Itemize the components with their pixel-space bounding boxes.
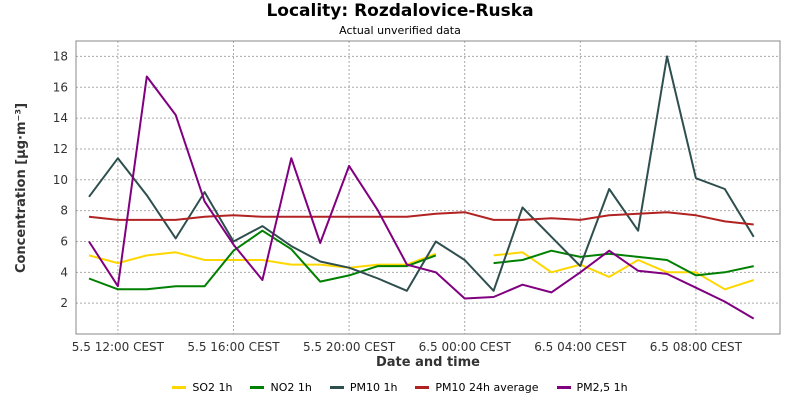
y-tick-label: 10: [53, 173, 68, 187]
legend-label: NO2 1h: [270, 381, 312, 394]
legend-item: PM2,5 1h: [556, 381, 628, 394]
series-lines: [88, 55, 755, 320]
legend-item: NO2 1h: [250, 381, 312, 394]
y-tick-label: 2: [60, 296, 68, 310]
series-line-segment: [88, 229, 437, 291]
y-tick-label: 18: [53, 49, 68, 63]
legend-swatch: [329, 386, 344, 389]
series-pm10-24h-average: [88, 211, 754, 226]
y-tick-label: 12: [53, 142, 68, 156]
series-line-segment: [493, 249, 754, 277]
x-tick-label: 5.5 20:00 CEST: [303, 340, 396, 354]
series-line-segment: [88, 55, 755, 292]
legend-swatch: [556, 386, 571, 389]
legend-item: PM10 1h: [329, 381, 398, 394]
y-axis-ticks: 2 4 6 8 10 12 14 16 18: [53, 49, 68, 310]
legend-swatch: [172, 386, 187, 389]
legend: SO2 1h NO2 1h PM10 1h PM10 24h average PM2,5…: [0, 381, 800, 394]
legend-item: SO2 1h: [172, 381, 232, 394]
series-pm2-5-1h: [88, 75, 755, 320]
chart-subtitle: Actual unverified data: [339, 24, 461, 37]
x-tick-label: 6.5 00:00 CEST: [419, 340, 512, 354]
x-axis-title: Date and time: [376, 355, 480, 370]
x-tick-label: 6.5 04:00 CEST: [534, 340, 627, 354]
y-tick-label: 4: [60, 265, 68, 279]
legend-label: PM2,5 1h: [576, 381, 628, 394]
legend-label: PM10 1h: [349, 381, 398, 394]
x-tick-label: 5.5 12:00 CEST: [72, 340, 165, 354]
legend-swatch: [250, 386, 265, 389]
y-axis-title: Concentration [µg·m⁻³]: [14, 103, 29, 273]
legend-label: SO2 1h: [192, 381, 233, 394]
series-no2-1h: [88, 229, 754, 291]
series-line-segment: [88, 75, 755, 320]
legend-label: PM10 24h average: [435, 381, 539, 394]
series-line-segment: [88, 211, 754, 226]
chart-title: Locality: Rozdalovice-Ruska: [266, 1, 534, 21]
plot-frame: [75, 40, 781, 335]
x-tick-label: 5.5 16:00 CEST: [187, 340, 280, 354]
legend-item: PM10 24h average: [415, 381, 539, 394]
series-line-segment: [88, 251, 437, 269]
series-line-segment: [493, 251, 755, 291]
x-tick-label: 6.5 08:00 CEST: [650, 340, 743, 354]
series-so2-1h: [88, 251, 755, 291]
y-tick-label: 6: [60, 234, 68, 248]
series-pm10-1h: [88, 55, 755, 292]
x-axis-ticks: 5.5 12:00 CEST 5.5 16:00 CEST 5.5 20:00 CE…: [72, 340, 743, 354]
y-tick-label: 14: [53, 111, 68, 125]
y-tick-label: 16: [53, 80, 68, 94]
legend-swatch: [415, 386, 430, 389]
y-tick-label: 8: [60, 204, 68, 218]
